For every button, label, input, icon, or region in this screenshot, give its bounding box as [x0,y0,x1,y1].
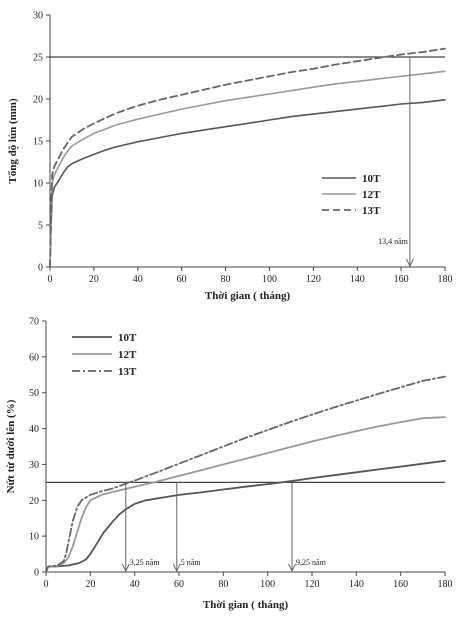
chart-0-legend-label-10T: 10T [362,173,381,185]
chart-1-y-tick-label: 50 [29,388,39,399]
chart-1-x-tick-label: 60 [174,579,184,590]
chart-0-x-tick-label: 80 [221,274,231,285]
chart-1-y-tick-label: 70 [29,317,39,328]
chart-0-x-tick-label: 160 [394,274,409,285]
chart-1-annotation-label: 3,25 năm [130,558,161,567]
chart-0-series-13T-line [49,47,446,268]
chart-0-x-axis-title: Thời gian ( tháng) [205,290,291,302]
chart-0-x-tick-label: 140 [350,274,365,285]
chart-0-annotation-arrow-head [405,258,414,268]
chart-0-x-tick-label: 60 [177,274,187,285]
chart-1-legend-label-12T: 12T [118,349,137,361]
chart-1-x-tick-label: 160 [393,579,408,590]
chart-0-y-tick-label: 25 [33,53,43,64]
chart-1-y-tick-label: 0 [34,568,39,579]
chart-1-annotation-label: 5 năm [181,558,202,567]
chart-0-y-tick-label: 30 [33,11,43,22]
chart-1-series-10T-line [45,459,446,573]
chart-1-x-tick-label: 20 [85,579,95,590]
chart-0-x-tick-label: 20 [89,274,99,285]
chart-0-y-tick-label: 10 [33,179,43,190]
chart-1-annotation-arrow-head [288,563,296,573]
chart-1-annotation-arrow-head [121,563,130,573]
chart-0-y-tick-label: 20 [33,95,43,106]
chart-1-x-tick-label: 80 [218,579,228,590]
chart-1-x-tick-label: 0 [44,579,49,590]
chart-0-y-axis-title: Tổng độ lún (mm) [7,98,19,184]
chart-0-x-tick-label: 40 [133,274,143,285]
chart-0-x-tick-label: 100 [262,274,277,285]
chart-1-annotation-label: 9,25 năm [296,558,327,567]
chart-0-legend-label-12T: 12T [362,189,381,201]
chart-1-y-tick-label: 40 [29,424,39,435]
chart-1-y-tick-label: 60 [29,352,39,363]
chart-0-series-12T-line [49,70,446,268]
chart-1-y-tick-label: 20 [29,496,39,507]
chart-0-annotation-label: 13,4 năm [378,237,409,246]
chart-1-x-tick-label: 100 [260,579,275,590]
chart-0-y-tick-label: 15 [33,137,43,148]
chart-0-y-tick-label: 5 [38,221,43,232]
chart-1-legend-label-10T: 10T [118,332,137,344]
chart-1-x-axis-title: Thời gian ( tháng) [203,599,289,611]
chart-1-series-12T-line [45,416,446,573]
chart-1-x-tick-label: 180 [438,579,453,590]
chart-1-y-tick-label: 10 [29,532,39,543]
chart-1-series-13T-line [45,375,446,573]
chart-1-x-tick-label: 120 [305,579,320,590]
chart-1-legend-label-13T: 13T [118,366,137,378]
chart-0-x-tick-label: 180 [438,274,453,285]
chart-0-legend-label-13T: 13T [362,205,381,217]
chart-1-x-tick-label: 40 [130,579,140,590]
chart-0-series-10T-line [49,99,446,268]
chart-1-y-axis-title: Nứt từ dưới lên (%) [5,399,17,493]
chart-0-x-tick-label: 120 [306,274,321,285]
chart-1-annotation-arrow-head [172,563,181,573]
chart-0-x-tick-label: 0 [48,274,53,285]
chart-0-y-tick-label: 0 [38,263,43,274]
chart-1-x-tick-label: 140 [349,579,364,590]
chart-1-y-tick-label: 30 [29,460,39,471]
